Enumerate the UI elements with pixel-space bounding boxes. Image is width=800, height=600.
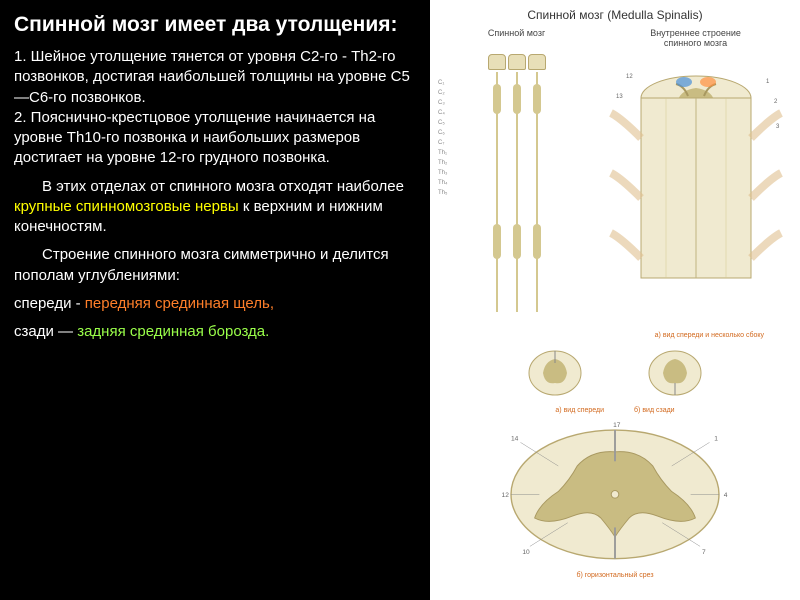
segment-3d-view: 12 13 1 2 3: [606, 58, 786, 308]
paragraph-nerves: В этих отделах от спинного мозга отходят…: [14, 177, 420, 238]
svg-text:4: 4: [724, 492, 728, 499]
caption-b3: б) горизонтальный срез: [576, 572, 653, 579]
svg-text:1: 1: [766, 79, 770, 85]
item-2: 2. Пояснично-крестцовое утолщение начина…: [14, 108, 420, 169]
highlight-nerves: крупные спинномозговые нервы: [14, 198, 243, 215]
anterior-fissure: спереди - передняя срединная щель,: [14, 294, 420, 314]
cord-lateral-view: [533, 54, 541, 324]
term-anterior: передняя срединная щель,: [85, 295, 274, 312]
svg-text:3: 3: [776, 124, 780, 130]
cross-section-large: 14 1 12 4 10 7 17: [475, 414, 755, 570]
cord-anterior-view: [493, 54, 501, 324]
paragraph-symmetry: Строение спинного мозга симметрично и де…: [14, 245, 420, 286]
svg-text:14: 14: [511, 435, 519, 442]
svg-text:12: 12: [626, 74, 633, 80]
svg-text:13: 13: [616, 94, 623, 100]
cord-posterior-view: [513, 54, 521, 324]
svg-text:2: 2: [774, 99, 778, 105]
diagram-main-title: Спинной мозг (Medulla Spinalis): [436, 8, 794, 22]
item-1: 1. Шейное утолщение тянется от уровня С2…: [14, 47, 420, 108]
posterior-sulcus: сзади — задняя срединная борозда.: [14, 322, 420, 342]
svg-text:7: 7: [702, 549, 706, 556]
vertebra-labels: C₁ C₂ C₃ C₄ C₅ C₆ C₇ Th₁ Th₂ Th₃ Th₄ Th₅: [438, 78, 447, 198]
svg-text:10: 10: [522, 549, 530, 556]
anatomical-diagram: Спинной мозг (Medulla Spinalis) Спинной …: [430, 0, 800, 600]
mini-anterior-icon: [525, 343, 585, 403]
spinal-cord-views: C₁ C₂ C₃ C₄ C₅ C₆ C₇ Th₁ Th₂ Th₃ Th₄ Th₅: [436, 48, 597, 338]
term-posterior: задняя срединная борозда.: [77, 323, 269, 340]
diagram-sub-left: Спинной мозг: [436, 28, 597, 48]
svg-text:1: 1: [714, 435, 718, 442]
caption-b2: б) вид сзади: [634, 407, 675, 414]
svg-text:12: 12: [502, 492, 510, 499]
caption-b1: а) вид спереди: [555, 407, 604, 414]
slide-title: Спинной мозг имеет два утолщения:: [14, 12, 420, 37]
diagram-sub-right: Внутреннее строение спинного мозга: [597, 28, 794, 48]
mini-posterior-icon: [645, 343, 705, 403]
svg-text:17: 17: [613, 422, 621, 429]
